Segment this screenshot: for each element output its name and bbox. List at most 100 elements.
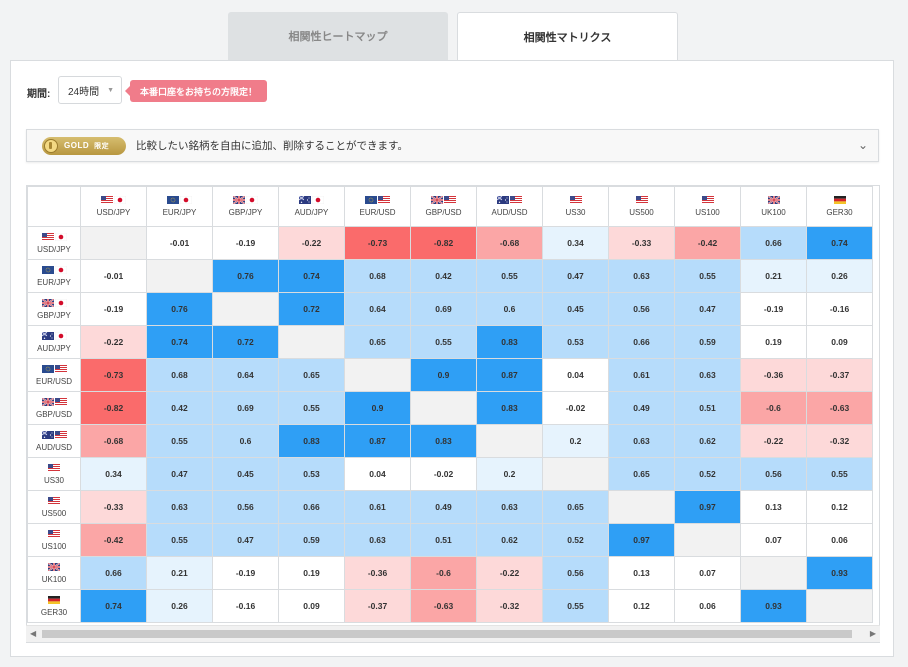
- row-header-flags: [28, 529, 80, 538]
- correlation-cell: -0.22: [740, 424, 807, 458]
- uk-flag-icon: [431, 196, 443, 204]
- correlation-cell: [608, 490, 675, 524]
- column-header: AUD/JPY: [278, 186, 345, 227]
- row-header: AUD/JPY: [27, 325, 81, 359]
- correlation-cell: [212, 292, 279, 326]
- correlation-cell: -0.82: [80, 391, 147, 425]
- column-header-label: AUD/JPY: [294, 208, 329, 217]
- row-header: US100: [27, 523, 81, 557]
- tab-matrix[interactable]: 相関性マトリクス: [457, 12, 678, 60]
- correlation-cell: -0.82: [410, 226, 477, 260]
- column-header-label: US500: [629, 208, 654, 217]
- row-header-flags: [28, 232, 80, 241]
- us-flag-icon: [41, 232, 54, 241]
- us-flag-icon: [444, 196, 456, 204]
- correlation-cell: 0.47: [212, 523, 279, 557]
- horizontal-scrollbar[interactable]: ◀ ▶: [26, 625, 880, 642]
- correlation-cell: 0.49: [410, 490, 477, 524]
- jp-flag-icon: [114, 196, 126, 204]
- correlation-cell: 0.06: [674, 589, 741, 623]
- gold-description: 比較したい銘柄を自由に追加、削除することができます。: [136, 140, 408, 152]
- jp-flag-icon: [180, 196, 192, 204]
- table-row: USD/JPY -0.01 -0.19 -0.22 -0.73 -0.82 -0.68 0.3…: [27, 226, 873, 260]
- gold-coin-icon: [44, 138, 58, 153]
- correlation-cell: 0.74: [806, 226, 873, 260]
- correlation-cell: 0.21: [740, 259, 807, 293]
- correlation-cell: 0.83: [476, 325, 543, 359]
- correlation-cell: 0.83: [476, 391, 543, 425]
- correlation-cell: 0.65: [542, 490, 609, 524]
- scroll-right-icon[interactable]: ▶: [869, 629, 876, 638]
- us-flag-icon: [635, 196, 648, 204]
- us-flag-icon: [48, 529, 60, 538]
- correlation-cell: 0.83: [278, 424, 345, 458]
- us-flag-icon: [378, 196, 390, 204]
- jp-flag-icon: [246, 196, 258, 204]
- de-flag-icon: [48, 595, 60, 604]
- correlation-cell: 0.93: [806, 556, 873, 590]
- correlation-cell: -0.6: [410, 556, 477, 590]
- correlation-cell: 0.12: [806, 490, 873, 524]
- table-row: EUR/JPY -0.01 0.76 0.74 0.68 0.42 0.55 0.47 0.63…: [27, 259, 873, 293]
- tab-heatmap[interactable]: 相関性ヒートマップ: [228, 12, 448, 60]
- correlation-cell: -0.33: [80, 490, 147, 524]
- correlation-cell: -0.32: [476, 589, 543, 623]
- period-value: 24時間: [68, 86, 100, 98]
- table-row: AUD/JPY -0.22 0.74 0.72 0.65 0.55 0.83 0.53 0.66…: [27, 325, 873, 359]
- eu-flag-icon: [41, 364, 54, 373]
- correlation-cell: 0.09: [806, 325, 873, 359]
- correlation-cell: [740, 556, 807, 590]
- row-header-label: US30: [43, 475, 64, 485]
- correlation-cell: 0.97: [608, 523, 675, 557]
- correlation-cell: 0.74: [146, 325, 213, 359]
- correlation-cell: 0.72: [278, 292, 345, 326]
- column-header-flags: [741, 196, 806, 204]
- gold-badge-label: GOLD: [64, 141, 90, 150]
- correlation-cell: -0.36: [344, 556, 411, 590]
- scroll-left-icon[interactable]: ◀: [30, 629, 37, 638]
- row-header-label: GER30: [40, 607, 68, 617]
- correlation-cell: -0.19: [80, 292, 147, 326]
- correlation-cell: 0.59: [674, 325, 741, 359]
- correlation-cell: -0.16: [806, 292, 873, 326]
- column-header: GER30: [806, 186, 873, 227]
- correlation-cell: -0.22: [80, 325, 147, 359]
- correlation-cell: 0.65: [278, 358, 345, 392]
- column-header: US30: [542, 186, 609, 227]
- row-header-label: AUD/JPY: [37, 343, 71, 353]
- correlation-cell: 0.53: [278, 457, 345, 491]
- us-flag-icon: [701, 196, 714, 204]
- au-flag-icon: [41, 430, 54, 439]
- correlation-cell: -0.37: [806, 358, 873, 392]
- column-header-flags: [807, 196, 872, 204]
- correlation-cell: 0.76: [146, 292, 213, 326]
- column-header-flags: [609, 196, 674, 204]
- jp-flag-icon: [54, 331, 67, 340]
- period-select[interactable]: 24時間 ▼: [58, 76, 122, 104]
- uk-flag-icon: [767, 196, 780, 204]
- chevron-down-icon[interactable]: ⌄: [857, 138, 868, 152]
- correlation-cell: 0.66: [740, 226, 807, 260]
- correlation-cell: 0.19: [740, 325, 807, 359]
- correlation-cell: 0.09: [278, 589, 345, 623]
- correlation-cell: 0.55: [410, 325, 477, 359]
- column-header-label: EUR/USD: [359, 208, 396, 217]
- correlation-cell: 0.07: [740, 523, 807, 557]
- correlation-cell: 0.26: [806, 259, 873, 293]
- matrix-corner: [27, 186, 81, 227]
- correlation-cell: 0.52: [542, 523, 609, 557]
- scroll-thumb[interactable]: [42, 630, 852, 638]
- correlation-cell: 0.74: [278, 259, 345, 293]
- correlation-cell: 0.63: [674, 358, 741, 392]
- correlation-cell: 0.93: [740, 589, 807, 623]
- row-header-flags: [28, 331, 80, 340]
- correlation-cell: 0.47: [146, 457, 213, 491]
- correlation-cell: 0.74: [80, 589, 147, 623]
- column-header-label: USD/JPY: [96, 208, 131, 217]
- correlation-table: USD/JPY EUR/JPY GBP/JPY AUD/JPY EUR/USD GBP/U…: [27, 186, 873, 623]
- us-flag-icon: [54, 397, 67, 406]
- gold-feature-bar[interactable]: GOLD 限定 比較したい銘柄を自由に追加、削除することができます。 ⌄: [26, 129, 879, 162]
- row-header-flags: [28, 265, 80, 274]
- column-header: EUR/JPY: [146, 186, 213, 227]
- column-header: AUD/USD: [476, 186, 543, 227]
